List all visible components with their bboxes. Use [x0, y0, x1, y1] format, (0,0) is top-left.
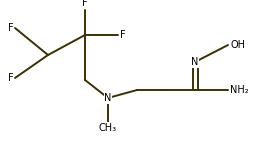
Text: N: N: [191, 57, 199, 67]
Text: F: F: [8, 23, 14, 33]
Text: OH: OH: [230, 40, 245, 50]
Text: F: F: [8, 73, 14, 83]
Text: F: F: [82, 0, 88, 8]
Text: N: N: [104, 93, 112, 103]
Text: CH₃: CH₃: [99, 123, 117, 133]
Text: NH₂: NH₂: [230, 85, 249, 95]
Text: F: F: [120, 30, 126, 40]
